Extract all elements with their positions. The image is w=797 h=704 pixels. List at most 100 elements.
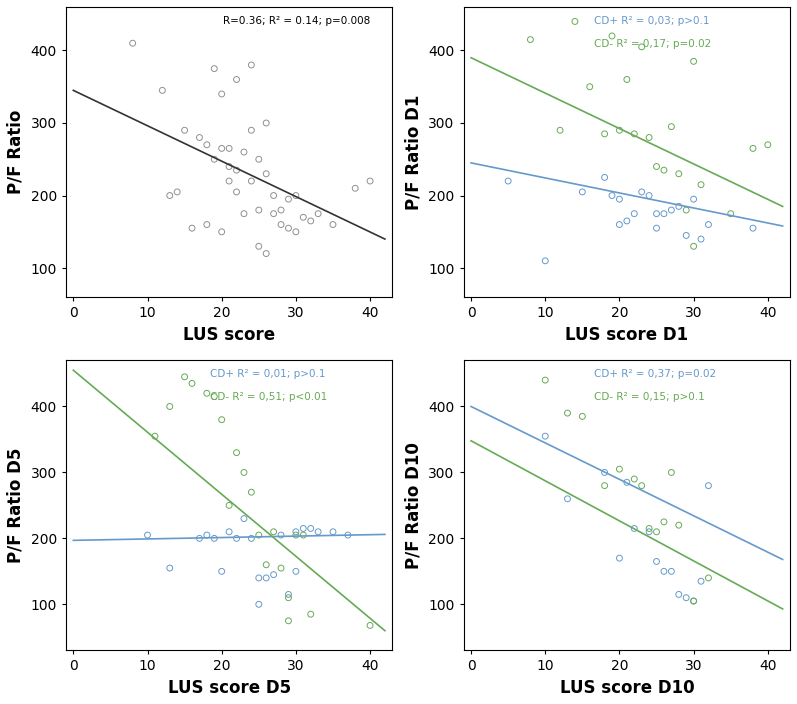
Point (267, 526, 280, 537)
Point (275, 204, 288, 215)
Point (297, 523, 310, 534)
Point (747, 222, 760, 234)
Point (673, 201, 685, 212)
Point (747, 143, 760, 154)
Point (642, 132, 655, 143)
Point (245, 533, 257, 544)
Point (658, 516, 670, 527)
Point (613, 219, 626, 230)
Point (208, 391, 221, 402)
Point (156, 84, 169, 96)
Point (201, 219, 214, 230)
Point (687, 596, 700, 607)
Point (253, 572, 265, 584)
Point (215, 226, 228, 237)
Point (238, 146, 250, 158)
Y-axis label: P/F Ratio D10: P/F Ratio D10 (405, 442, 422, 569)
Point (606, 30, 618, 42)
Point (695, 576, 708, 587)
Point (282, 589, 295, 600)
Point (673, 520, 685, 531)
Point (282, 222, 295, 234)
Point (642, 190, 655, 201)
Point (702, 219, 715, 230)
Point (568, 15, 581, 27)
Point (163, 190, 176, 201)
Point (687, 56, 700, 67)
Point (289, 526, 302, 537)
Point (312, 208, 324, 220)
Point (253, 241, 265, 252)
Point (260, 118, 273, 129)
Point (289, 226, 302, 237)
Point (363, 175, 376, 187)
Point (304, 608, 317, 620)
X-axis label: LUS score D1: LUS score D1 (565, 326, 689, 344)
Point (599, 172, 611, 183)
Point (687, 596, 700, 607)
Y-axis label: P/F Ratio D5: P/F Ratio D5 (7, 448, 25, 563)
Point (230, 165, 243, 176)
Point (576, 187, 589, 198)
Text: CD+ R² = 0,01; p>0.1: CD+ R² = 0,01; p>0.1 (210, 369, 325, 379)
X-axis label: LUS score D5: LUS score D5 (167, 679, 291, 697)
Point (289, 529, 302, 541)
Point (363, 620, 376, 631)
Point (282, 592, 295, 603)
Point (554, 125, 567, 136)
Point (282, 194, 295, 205)
Point (141, 529, 154, 541)
Point (665, 204, 677, 215)
Point (238, 208, 250, 220)
Point (576, 410, 589, 422)
Point (665, 467, 677, 478)
Point (253, 153, 265, 165)
Point (201, 529, 214, 541)
Point (650, 161, 663, 172)
Point (635, 187, 648, 198)
Point (665, 121, 677, 132)
Point (673, 168, 685, 180)
Point (650, 526, 663, 537)
Point (599, 480, 611, 491)
Point (253, 204, 265, 215)
Point (312, 526, 324, 537)
Y-axis label: P/F Ratio: P/F Ratio (7, 110, 25, 194)
Point (201, 139, 214, 151)
Point (687, 194, 700, 205)
Point (687, 241, 700, 252)
Point (628, 128, 641, 139)
Point (267, 208, 280, 220)
Point (222, 161, 235, 172)
Point (642, 526, 655, 537)
Point (297, 212, 310, 223)
Point (208, 533, 221, 544)
Point (613, 125, 626, 136)
Point (628, 208, 641, 220)
Point (267, 190, 280, 201)
Point (628, 473, 641, 484)
Point (275, 562, 288, 574)
Text: R=0.36; R² = 0.14; p=0.008: R=0.36; R² = 0.14; p=0.008 (222, 15, 370, 25)
Point (702, 572, 715, 584)
Point (673, 589, 685, 600)
Point (341, 529, 354, 541)
Point (253, 598, 265, 610)
Point (680, 592, 693, 603)
Point (561, 408, 574, 419)
Point (222, 500, 235, 511)
Point (650, 208, 663, 220)
Point (126, 37, 139, 49)
Point (215, 566, 228, 577)
Point (260, 559, 273, 570)
Point (658, 165, 670, 176)
Text: CD+ R² = 0,03; p>0.1: CD+ R² = 0,03; p>0.1 (595, 15, 709, 25)
Point (539, 431, 552, 442)
Point (680, 230, 693, 241)
Point (613, 553, 626, 564)
Point (260, 248, 273, 259)
Point (621, 74, 634, 85)
Point (222, 143, 235, 154)
Point (621, 477, 634, 488)
Point (327, 526, 340, 537)
